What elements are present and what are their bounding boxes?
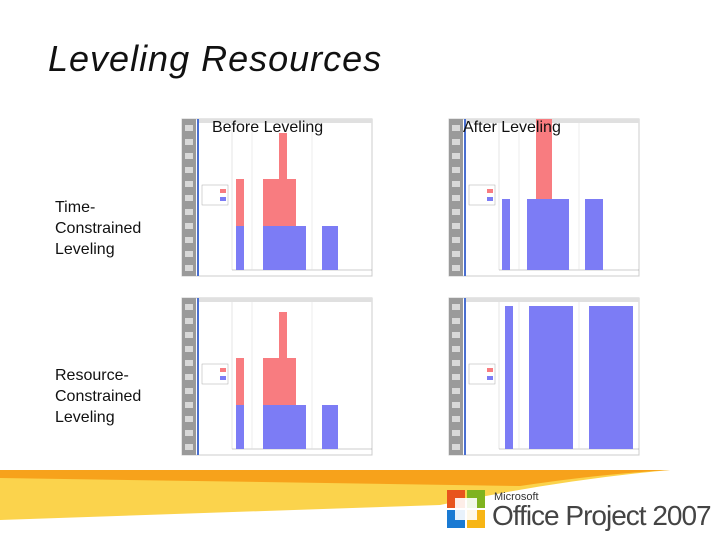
logo-product: Office Project 2007 xyxy=(492,500,712,531)
office-logo-icon xyxy=(447,490,485,528)
row-label: Resource-Constrained Leveling xyxy=(55,367,142,426)
before-time-screenshot xyxy=(181,118,373,277)
column-header: After Leveling xyxy=(463,119,561,136)
after-resource-screenshot xyxy=(448,297,640,456)
row-label: Time-Constrained Leveling xyxy=(55,199,142,258)
after-time-screenshot xyxy=(448,118,640,277)
footer-swoosh-accent xyxy=(0,470,670,486)
before-resource-screenshot xyxy=(181,297,373,456)
column-header: Before Leveling xyxy=(212,119,324,136)
slide-title: Leveling Resources xyxy=(48,38,383,79)
logo-brand: Microsoft xyxy=(494,491,539,503)
